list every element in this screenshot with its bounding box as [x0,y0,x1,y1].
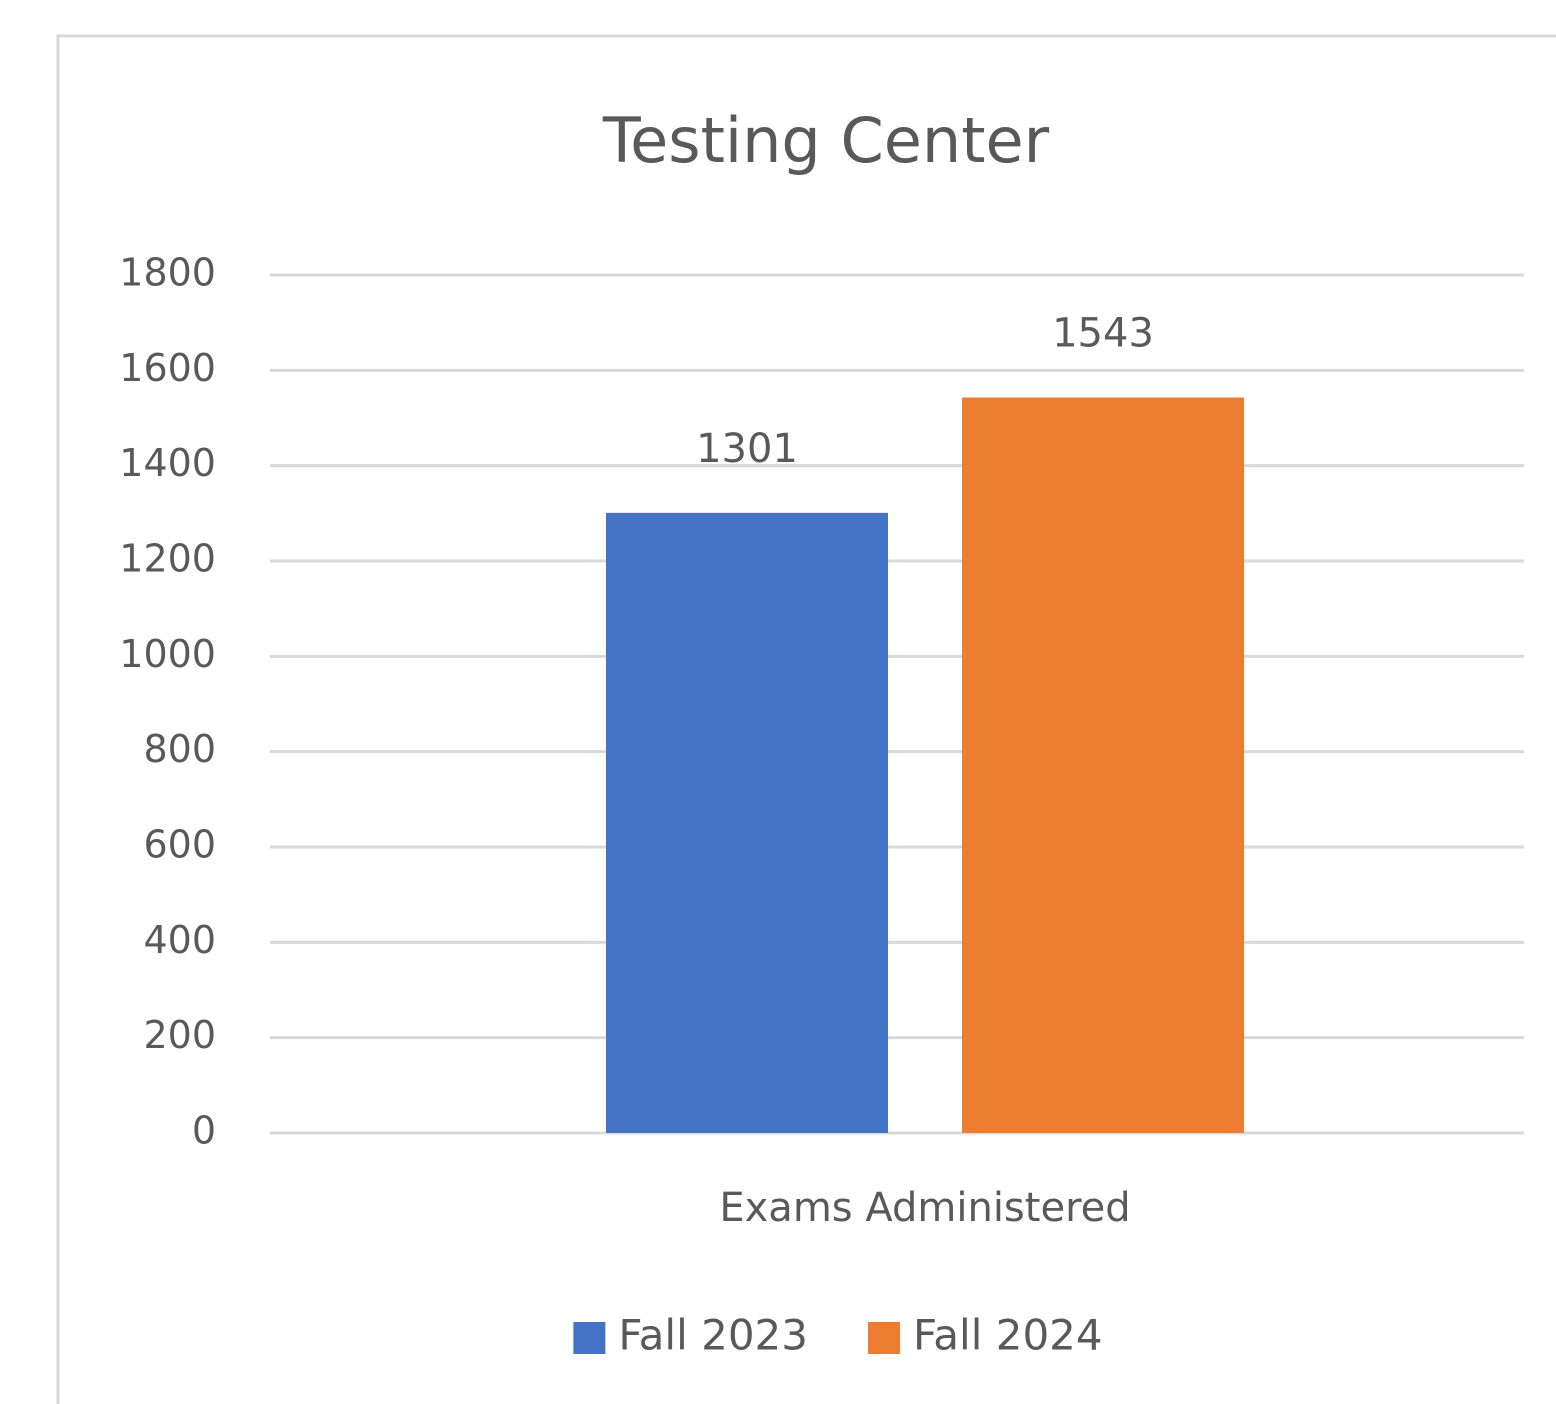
y-tick-label: 200 [143,1013,216,1057]
x-tick-label: Exams Administered [719,1185,1130,1231]
bar [606,512,888,1133]
y-tick-label: 600 [143,823,216,867]
legend-swatch [573,1322,606,1354]
legend-label: Fall 2023 [618,1311,808,1360]
data-label: 1301 [696,426,798,472]
y-tick-label: 800 [143,727,216,771]
data-label: 1543 [1052,311,1154,357]
y-tick-label: 1600 [119,346,216,390]
chart-title: Testing Center [602,104,1050,177]
y-tick-label: 0 [192,1109,216,1153]
y-tick-label: 400 [143,918,216,962]
legend-swatch [868,1322,900,1354]
y-tick-label: 1400 [119,441,216,485]
y-tick-label: 1000 [119,632,216,676]
y-tick-label: 1800 [119,251,216,295]
y-tick-label: 1200 [119,537,216,581]
legend-label: Fall 2024 [913,1311,1103,1360]
bar [962,397,1244,1134]
